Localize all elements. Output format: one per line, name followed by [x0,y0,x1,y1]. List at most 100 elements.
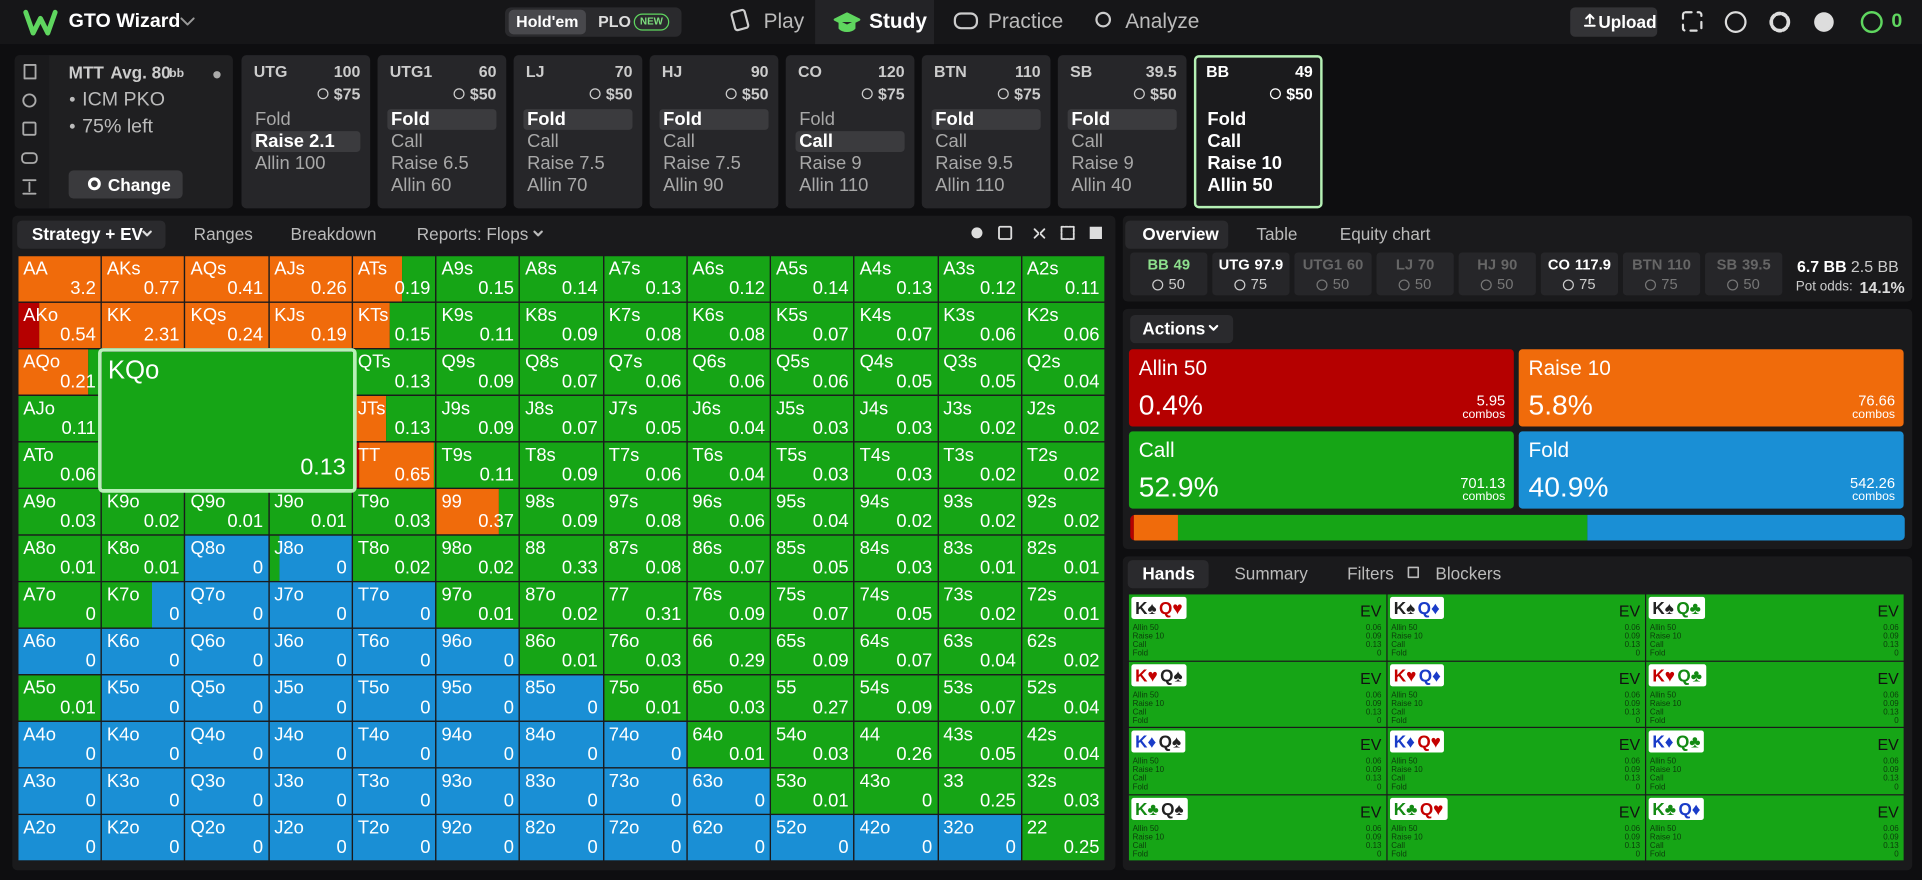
position-action[interactable]: Fold [659,109,769,130]
position-action[interactable]: Fold [799,109,835,130]
position-action[interactable]: Allin 60 [391,175,452,197]
hand-ev: 0.02 [1063,464,1100,486]
combo-cell[interactable]: K♣ Q♥ EV Allin 50 0.06 Raise 10 0.09 Call 0.13 Fo… [1387,794,1645,861]
position-action[interactable]: Call [527,131,559,152]
position-card[interactable]: UTG1 60 $50 Fold Call Raise 6.5 Allin 60 [377,55,507,209]
position-action[interactable]: Fold [254,109,291,130]
action-box[interactable]: Raise 10 5.8% 76.66 combos [1518,349,1904,427]
combo-action: Raise 10 [1391,766,1423,775]
mode-tab[interactable]: PLO [598,12,631,31]
position-card[interactable]: HJ 90 $50 Fold Call Raise 7.5 Allin 90 [649,55,779,209]
position-card[interactable]: SB 39.5 $50 Fold Call Raise 9 Allin 40 [1057,55,1187,209]
position-action[interactable]: Fold [387,109,497,130]
hand-ev: 0.01 [227,511,264,532]
overview-tab[interactable]: Table [1256,224,1298,244]
stack-chip[interactable]: CO 117.9 75 [1540,252,1619,296]
combo-ev: 0 [1635,783,1641,792]
overview-tab[interactable]: Equity chart [1339,224,1431,244]
combo-cell[interactable]: K♦ Q♥ EV Allin 50 0.06 Raise 10 0.09 Call 0.13 Fo… [1387,728,1645,794]
combo-action: Fold [1649,783,1666,792]
mode-tab[interactable]: Hold'em [508,9,586,35]
hands-tab[interactable]: Summary [1234,563,1308,584]
combo-cell[interactable]: K♣ Q♠ EV Allin 50 0.06 Raise 10 0.09 Call 0.13 Fo… [1128,794,1387,861]
position-action[interactable]: Raise 10 [1207,153,1283,175]
position-action[interactable]: Allin 110 [935,175,1005,197]
nav-link[interactable]: Play [763,9,805,34]
position-action[interactable]: Allin 70 [527,175,588,197]
nav-link[interactable]: Analyze [1125,9,1200,34]
hand-ev: 0 [336,604,347,626]
position-action[interactable]: Call [663,131,695,152]
position-action[interactable]: Call [391,131,423,152]
toolbar-tab[interactable]: Reports: Flops [416,224,529,244]
hand-ev: 0.07 [896,324,933,346]
hands-tab[interactable]: Hands [1142,563,1195,584]
combo-cell[interactable]: K♥ Q♠ EV Allin 50 0.06 Raise 10 0.09 Call 0.13 Fo… [1128,661,1387,727]
combo-cell[interactable]: K♠ Q♥ EV Allin 50 0.06 Raise 10 0.09 Call 0.13 Fo… [1128,594,1387,661]
stack-chip[interactable]: LJ 70 50 [1376,252,1454,296]
position-action[interactable]: Allin 110 [799,175,869,197]
combo-action: Raise 10 [1649,632,1682,642]
combo-cell[interactable]: K♥ Q♦ EV Allin 50 0.06 Raise 10 0.09 Call 0.13 Fo… [1387,661,1645,727]
action-box[interactable]: Call 52.9% 701.13 combos [1128,431,1514,509]
hand-ev: 0 [252,604,264,626]
combo-cell[interactable]: K♥ Q♣ EV Allin 50 0.06 Raise 10 0.09 Call 0.13 Fo… [1646,661,1904,727]
position-action[interactable]: Fold [1207,109,1247,130]
combo-cell[interactable]: K♦ Q♣ EV Allin 50 0.06 Raise 10 0.09 Call 0.13 Fo… [1646,728,1904,794]
position-card[interactable]: BTN 110 $75 Fold Call Raise 9.5 Allin 110 [921,55,1051,209]
position-action[interactable]: Allin 90 [663,175,724,197]
position-action[interactable]: Fold [1067,109,1177,130]
change-button[interactable] [68,170,183,199]
stack-chip[interactable]: UTG 97.9 75 [1212,252,1290,296]
position-action[interactable]: Fold [523,109,633,130]
hands-tab[interactable]: Filters [1347,563,1394,584]
overview-tab[interactable]: Overview [1142,224,1219,244]
position-action[interactable]: Raise 9 [1071,153,1134,175]
position-action[interactable]: Call [1207,131,1242,152]
position-action[interactable]: Allin 100 [254,153,326,175]
stack-bottom: 50 [1705,276,1782,293]
position-action[interactable]: Call [795,131,905,152]
action-box[interactable]: Fold 40.9% 542.26 combos [1518,431,1904,509]
strategy-segment [436,489,499,535]
position-action[interactable]: Raise 2.1 [251,131,361,152]
stack-chip[interactable]: SB 39.5 50 [1705,252,1783,296]
toolbar-tab[interactable]: Strategy + EV [31,224,143,244]
toolbar-tab[interactable]: Breakdown [290,224,377,244]
position-action[interactable]: Call [1071,131,1104,152]
position-card[interactable]: LJ 70 $50 Fold Call Raise 7.5 Allin 70 [513,55,643,209]
combo-action: Call [1391,841,1405,850]
position-action[interactable]: Allin 50 [1207,175,1273,197]
action-bar-segment [1587,514,1905,541]
combo-cell[interactable]: K♠ Q♦ EV Allin 50 0.06 Raise 10 0.09 Call 0.13 Fo… [1387,594,1645,661]
hand-ev: 0.09 [478,371,515,393]
position-action[interactable]: Raise 9.5 [935,153,1013,175]
hand-cell [1022,302,1105,349]
stack-chip[interactable]: BTN 110 75 [1622,252,1701,296]
nav-link[interactable]: Practice [987,9,1064,34]
combo-cell[interactable]: K♠ Q♣ EV Allin 50 0.06 Raise 10 0.09 Call 0.13 Fo… [1646,594,1904,661]
stack-chip[interactable]: HJ 90 50 [1458,252,1536,296]
position-action[interactable]: Raise 7.5 [527,153,605,175]
position-action[interactable]: Fold [931,109,1041,130]
stack-bounty: 75 [1250,275,1268,293]
toolbar-tab[interactable]: Ranges [193,224,253,244]
combo-cell[interactable]: K♦ Q♠ EV Allin 50 0.06 Raise 10 0.09 Call 0.13 Fo… [1128,728,1387,794]
stack-chip[interactable]: UTG1 60 50 [1294,252,1372,296]
nav-link[interactable]: Study [869,9,927,34]
combo-cell[interactable]: K♣ Q♦ EV Allin 50 0.06 Raise 10 0.09 Call 0.13 Fo… [1646,794,1904,861]
position-action[interactable]: Raise 9 [799,153,862,175]
action-box[interactable]: Allin 50 0.4% 5.95 combos [1128,349,1514,427]
position-card[interactable]: BB 49 $50 Fold Call Raise 10 Allin 50 [1193,55,1323,209]
hand-cell [687,721,770,768]
position-card[interactable]: UTG 100 $75 Fold Raise 2.1 Allin 100 [241,55,371,209]
position-card[interactable]: CO 120 $75 Fold Call Raise 9 Allin 110 [785,55,915,209]
hand-label: 43o [859,770,891,792]
hands-tab[interactable]: Blockers [1435,563,1502,584]
position-action[interactable]: Call [935,131,967,152]
strategy-segment [687,442,770,488]
position-action[interactable]: Raise 6.5 [391,153,469,175]
position-action[interactable]: Allin 40 [1071,175,1132,197]
stack-chip[interactable]: BB 49 50 [1130,252,1208,296]
position-action[interactable]: Raise 7.5 [663,153,741,175]
